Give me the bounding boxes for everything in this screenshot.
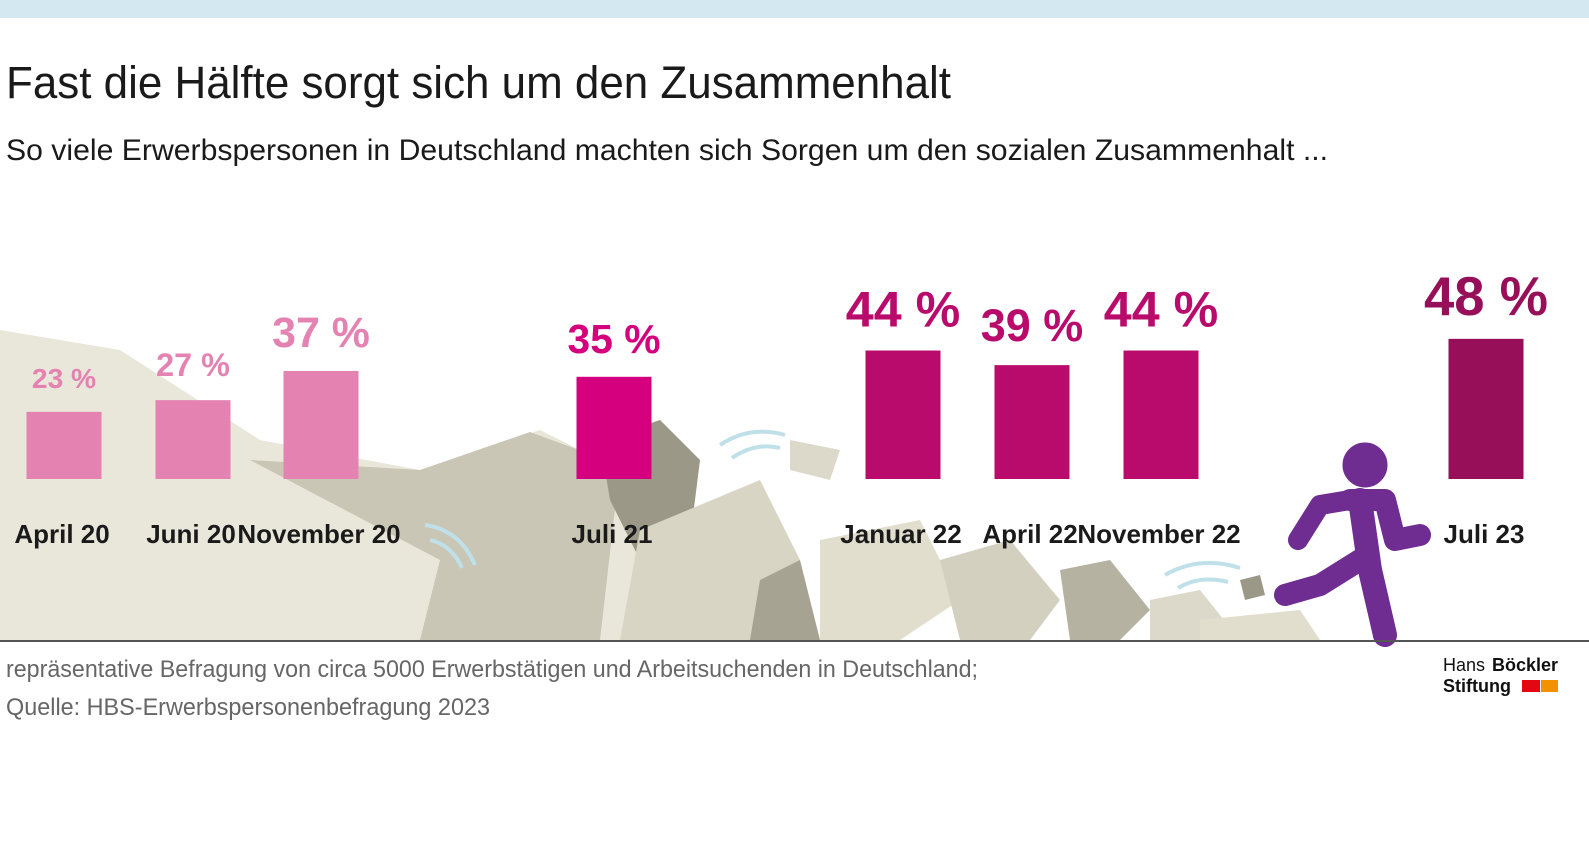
bar bbox=[1123, 350, 1199, 479]
value-label: 35 % bbox=[568, 316, 661, 362]
logo: Hans Böckler Stiftung bbox=[1443, 655, 1558, 696]
logo-text: Hans bbox=[1443, 655, 1485, 675]
bar bbox=[1448, 338, 1524, 479]
value-label: 27 % bbox=[156, 347, 230, 383]
logo-mark bbox=[1522, 680, 1540, 692]
bar bbox=[865, 350, 941, 479]
bars: 23 % April 20 27 % Juni 20 37 % November 20 35… bbox=[14, 266, 1548, 549]
value-label: 48 % bbox=[1424, 266, 1548, 327]
bar bbox=[26, 411, 102, 479]
bar bbox=[576, 376, 652, 479]
value-label: 44 % bbox=[846, 282, 960, 338]
value-label: 37 % bbox=[272, 309, 370, 357]
bar bbox=[283, 370, 359, 479]
chart-title: Fast die Hälfte sorgt sich um den Zusamm… bbox=[6, 57, 951, 108]
logo-mark bbox=[1541, 680, 1558, 692]
x-tick-label: Juli 23 bbox=[1444, 519, 1525, 549]
x-tick-label: Juni 20 bbox=[146, 519, 236, 549]
x-tick-label: November 20 bbox=[237, 519, 400, 549]
chart-subtitle: So viele Erwerbspersonen in Deutschland … bbox=[6, 134, 1328, 167]
bar bbox=[155, 400, 231, 479]
x-tick-label: April 22 bbox=[982, 519, 1077, 549]
source: Quelle: HBS-Erwerbspersonenbefragung 202… bbox=[6, 694, 490, 721]
x-tick-label: Juli 21 bbox=[572, 519, 653, 549]
x-tick-label: November 22 bbox=[1077, 519, 1240, 549]
x-tick-label: Januar 22 bbox=[840, 519, 961, 549]
logo-text: Böckler bbox=[1492, 655, 1558, 675]
x-tick-label: April 20 bbox=[14, 519, 109, 549]
value-label: 39 % bbox=[981, 300, 1083, 351]
runner-icon bbox=[1274, 442, 1431, 647]
bar bbox=[994, 365, 1070, 479]
top-stripe bbox=[0, 0, 1589, 18]
footnote: repräsentative Befragung von circa 5000 … bbox=[6, 656, 978, 683]
logo-text: Stiftung bbox=[1443, 676, 1511, 696]
value-label: 44 % bbox=[1104, 282, 1218, 338]
value-label: 23 % bbox=[32, 363, 96, 394]
